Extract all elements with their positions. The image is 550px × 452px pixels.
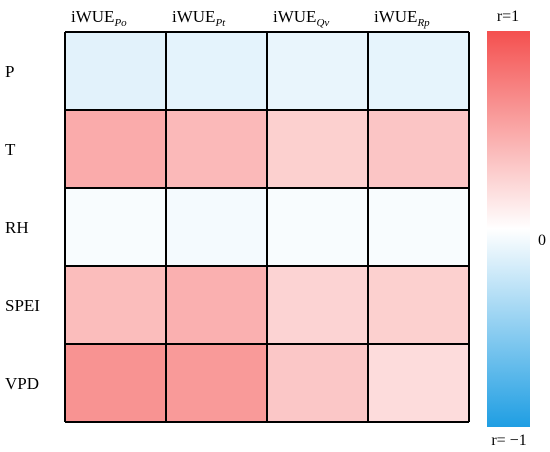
heatmap-cell-vpd-qv [267, 344, 368, 422]
heatmap-cell-t-po [65, 110, 166, 188]
heatmap-cell-rh-qv [267, 188, 368, 266]
row-label-p: P [5, 62, 14, 81]
row-label-rh: RH [5, 218, 29, 237]
heatmap-cells [65, 32, 469, 422]
column-labels: iWUEPo iWUEPt iWUEQv iWUERp [71, 7, 430, 29]
colorbar-mid-label: 0 [538, 232, 546, 249]
column-label-rp: iWUERp [374, 7, 430, 29]
row-labels: P T RH SPEI VPD [5, 62, 40, 393]
heatmap-cell-t-pt [166, 110, 267, 188]
column-label-pt: iWUEPt [172, 7, 226, 29]
heatmap-cell-p-pt [166, 32, 267, 110]
heatmap-cell-spei-qv [267, 266, 368, 344]
heatmap-cell-vpd-pt [166, 344, 267, 422]
row-label-vpd: VPD [5, 374, 39, 393]
heatmap-cell-vpd-po [65, 344, 166, 422]
colorbar-gradient [487, 31, 530, 427]
column-label-po: iWUEPo [71, 7, 127, 29]
colorbar: r=1 0 r= −1 [487, 8, 546, 449]
column-label-qv: iWUEQv [273, 7, 329, 29]
heatmap-cell-spei-pt [166, 266, 267, 344]
heatmap-cell-rh-rp [368, 188, 469, 266]
heatmap-cell-p-rp [368, 32, 469, 110]
heatmap-cell-rh-po [65, 188, 166, 266]
heatmap-cell-t-qv [267, 110, 368, 188]
colorbar-bottom-label: r= −1 [491, 432, 526, 449]
heatmap-cell-rh-pt [166, 188, 267, 266]
colorbar-top-label: r=1 [497, 8, 519, 25]
row-label-t: T [5, 140, 16, 159]
row-label-spei: SPEI [5, 296, 40, 315]
heatmap-cell-p-qv [267, 32, 368, 110]
heatmap-cell-p-po [65, 32, 166, 110]
heatmap-cell-spei-po [65, 266, 166, 344]
heatmap-grid [64, 31, 470, 423]
heatmap-cell-vpd-rp [368, 344, 469, 422]
heatmap-cell-spei-rp [368, 266, 469, 344]
heatmap-cell-t-rp [368, 110, 469, 188]
